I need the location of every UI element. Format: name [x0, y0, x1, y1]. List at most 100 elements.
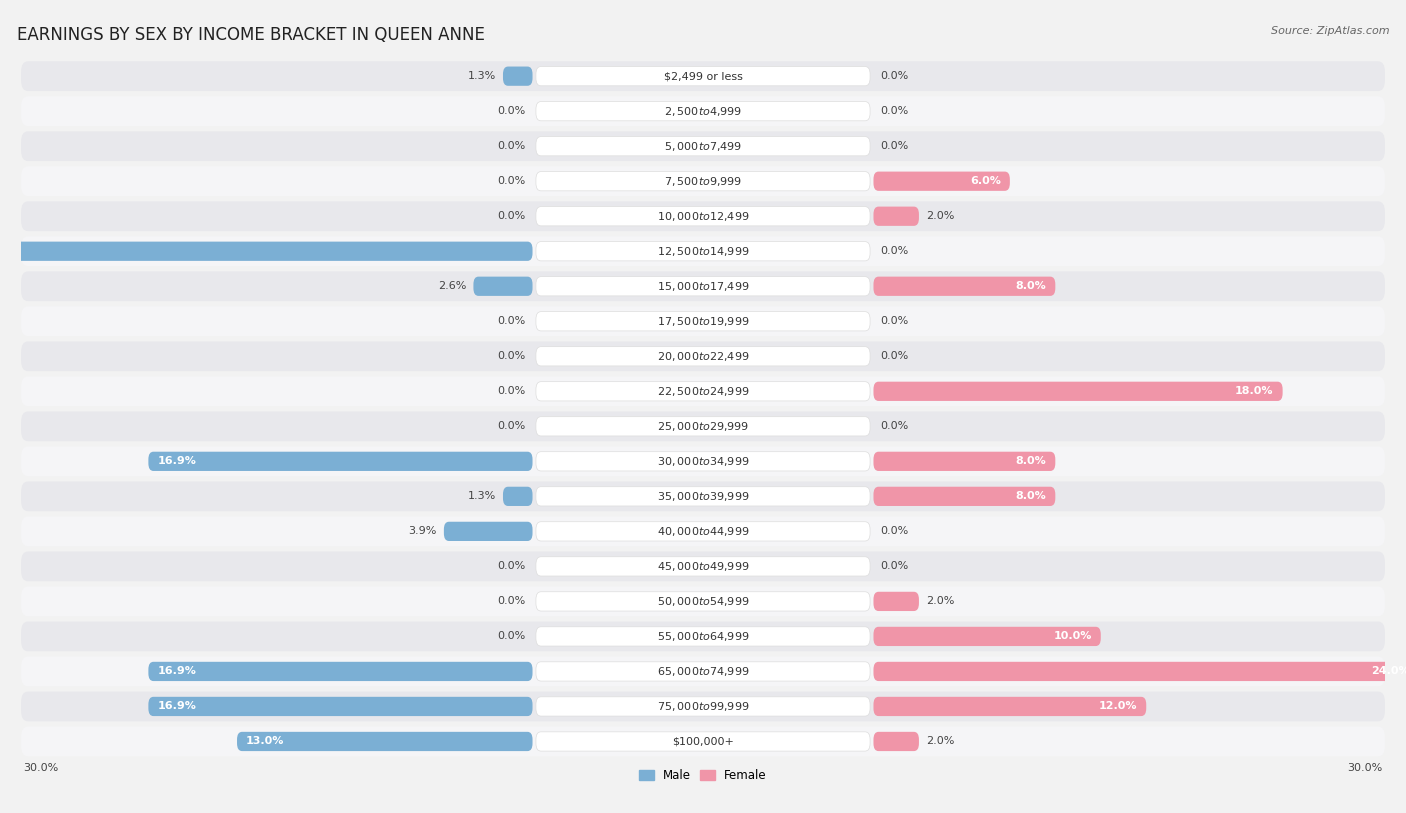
FancyBboxPatch shape [536, 697, 870, 716]
FancyBboxPatch shape [21, 61, 1385, 91]
Text: 0.0%: 0.0% [880, 141, 908, 151]
Text: $55,000 to $64,999: $55,000 to $64,999 [657, 630, 749, 643]
Text: 2.0%: 2.0% [925, 597, 955, 606]
FancyBboxPatch shape [503, 487, 533, 506]
FancyBboxPatch shape [21, 727, 1385, 756]
Text: $75,000 to $99,999: $75,000 to $99,999 [657, 700, 749, 713]
FancyBboxPatch shape [873, 452, 1056, 471]
FancyBboxPatch shape [21, 272, 1385, 301]
FancyBboxPatch shape [536, 276, 870, 296]
FancyBboxPatch shape [536, 487, 870, 506]
FancyBboxPatch shape [873, 381, 1282, 401]
FancyBboxPatch shape [21, 341, 1385, 372]
FancyBboxPatch shape [536, 592, 870, 611]
Text: 10.0%: 10.0% [1053, 632, 1091, 641]
Text: EARNINGS BY SEX BY INCOME BRACKET IN QUEEN ANNE: EARNINGS BY SEX BY INCOME BRACKET IN QUE… [17, 26, 485, 44]
Text: 2.0%: 2.0% [925, 737, 955, 746]
FancyBboxPatch shape [536, 67, 870, 86]
FancyBboxPatch shape [536, 207, 870, 226]
Text: 1.3%: 1.3% [468, 72, 496, 81]
Text: 0.0%: 0.0% [498, 421, 526, 432]
Text: 2.6%: 2.6% [439, 281, 467, 291]
Text: 0.0%: 0.0% [880, 72, 908, 81]
Text: 0.0%: 0.0% [498, 597, 526, 606]
Text: 0.0%: 0.0% [498, 632, 526, 641]
Text: 0.0%: 0.0% [880, 246, 908, 256]
Text: 0.0%: 0.0% [880, 562, 908, 572]
FancyBboxPatch shape [21, 657, 1385, 686]
FancyBboxPatch shape [536, 732, 870, 751]
FancyBboxPatch shape [21, 692, 1385, 721]
Text: 0.0%: 0.0% [880, 351, 908, 361]
FancyBboxPatch shape [21, 376, 1385, 406]
FancyBboxPatch shape [873, 627, 1101, 646]
Text: 30.0%: 30.0% [24, 763, 59, 773]
FancyBboxPatch shape [536, 102, 870, 121]
FancyBboxPatch shape [536, 557, 870, 576]
FancyBboxPatch shape [873, 172, 1010, 191]
FancyBboxPatch shape [21, 411, 1385, 441]
FancyBboxPatch shape [503, 67, 533, 86]
FancyBboxPatch shape [873, 732, 920, 751]
FancyBboxPatch shape [536, 381, 870, 401]
Text: $12,500 to $14,999: $12,500 to $14,999 [657, 245, 749, 258]
Text: 0.0%: 0.0% [498, 562, 526, 572]
FancyBboxPatch shape [21, 307, 1385, 336]
FancyBboxPatch shape [536, 172, 870, 191]
FancyBboxPatch shape [21, 132, 1385, 161]
FancyBboxPatch shape [21, 96, 1385, 126]
FancyBboxPatch shape [536, 522, 870, 541]
Text: 0.0%: 0.0% [880, 526, 908, 537]
Text: 0.0%: 0.0% [880, 107, 908, 116]
FancyBboxPatch shape [536, 627, 870, 646]
Text: 0.0%: 0.0% [498, 107, 526, 116]
Text: 16.9%: 16.9% [157, 667, 197, 676]
Text: $10,000 to $12,499: $10,000 to $12,499 [657, 210, 749, 223]
Text: 16.9%: 16.9% [157, 702, 197, 711]
Text: $22,500 to $24,999: $22,500 to $24,999 [657, 385, 749, 398]
Text: Source: ZipAtlas.com: Source: ZipAtlas.com [1271, 26, 1389, 36]
FancyBboxPatch shape [238, 732, 533, 751]
FancyBboxPatch shape [873, 207, 920, 226]
Text: 13.0%: 13.0% [246, 737, 284, 746]
FancyBboxPatch shape [536, 346, 870, 366]
FancyBboxPatch shape [873, 487, 1056, 506]
FancyBboxPatch shape [536, 417, 870, 436]
FancyBboxPatch shape [21, 202, 1385, 231]
FancyBboxPatch shape [21, 167, 1385, 196]
FancyBboxPatch shape [21, 446, 1385, 476]
Text: $2,499 or less: $2,499 or less [664, 72, 742, 81]
FancyBboxPatch shape [149, 697, 533, 716]
Text: $30,000 to $34,999: $30,000 to $34,999 [657, 454, 749, 467]
Text: $20,000 to $22,499: $20,000 to $22,499 [657, 350, 749, 363]
Text: 0.0%: 0.0% [498, 386, 526, 396]
FancyBboxPatch shape [0, 241, 533, 261]
Text: 30.0%: 30.0% [1347, 763, 1382, 773]
Text: $5,000 to $7,499: $5,000 to $7,499 [664, 140, 742, 153]
Text: $45,000 to $49,999: $45,000 to $49,999 [657, 560, 749, 573]
Text: $65,000 to $74,999: $65,000 to $74,999 [657, 665, 749, 678]
Text: $2,500 to $4,999: $2,500 to $4,999 [664, 105, 742, 118]
FancyBboxPatch shape [873, 697, 1146, 716]
Text: $40,000 to $44,999: $40,000 to $44,999 [657, 525, 749, 538]
Text: 0.0%: 0.0% [880, 421, 908, 432]
Legend: Male, Female: Male, Female [634, 764, 772, 787]
Text: $17,500 to $19,999: $17,500 to $19,999 [657, 315, 749, 328]
FancyBboxPatch shape [21, 516, 1385, 546]
FancyBboxPatch shape [474, 276, 533, 296]
Text: 0.0%: 0.0% [498, 141, 526, 151]
FancyBboxPatch shape [21, 551, 1385, 581]
Text: 6.0%: 6.0% [970, 176, 1001, 186]
FancyBboxPatch shape [21, 586, 1385, 616]
Text: $15,000 to $17,499: $15,000 to $17,499 [657, 280, 749, 293]
Text: 24.0%: 24.0% [1371, 667, 1406, 676]
Text: 8.0%: 8.0% [1015, 281, 1046, 291]
Text: 0.0%: 0.0% [498, 176, 526, 186]
Text: 2.0%: 2.0% [925, 211, 955, 221]
FancyBboxPatch shape [873, 662, 1406, 681]
FancyBboxPatch shape [149, 452, 533, 471]
Text: 0.0%: 0.0% [498, 211, 526, 221]
Text: $25,000 to $29,999: $25,000 to $29,999 [657, 420, 749, 433]
Text: 3.9%: 3.9% [409, 526, 437, 537]
FancyBboxPatch shape [536, 241, 870, 261]
